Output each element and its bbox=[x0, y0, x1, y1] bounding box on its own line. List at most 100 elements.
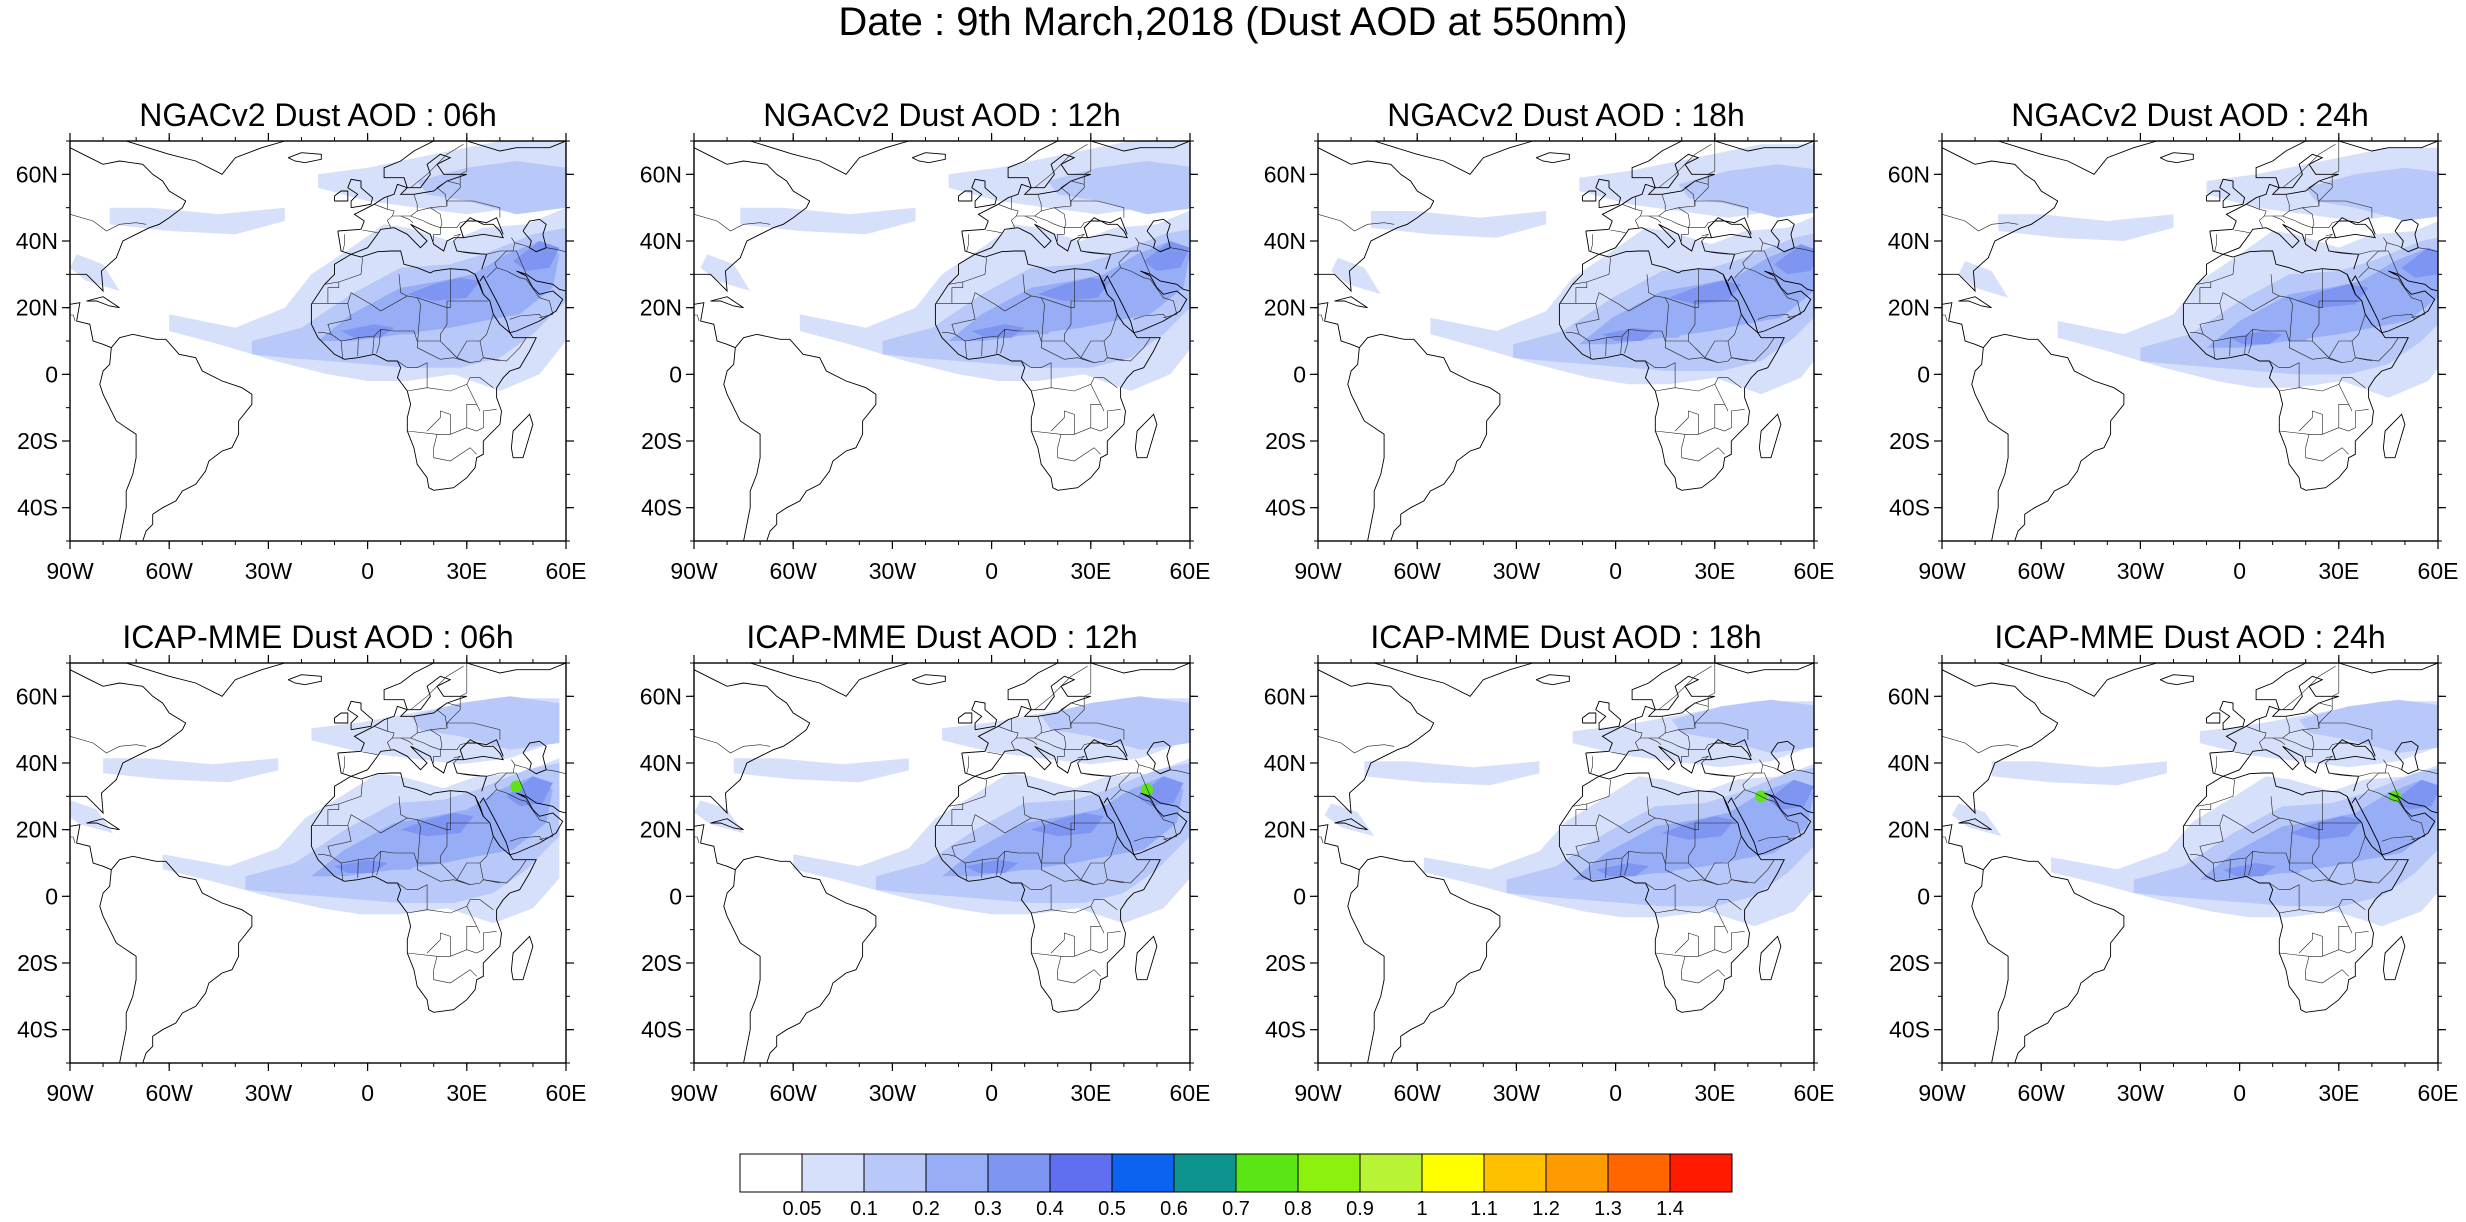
coast-caspian bbox=[1146, 218, 1171, 253]
dust-plume-core bbox=[1143, 241, 1190, 271]
border-africa-2 bbox=[338, 257, 363, 283]
dust-plume-core bbox=[2401, 247, 2438, 278]
dust-hotspot bbox=[1141, 783, 1154, 796]
dust-plume-core bbox=[1031, 813, 1104, 837]
border-west-africa-19 bbox=[2212, 340, 2216, 360]
coast-gulf-east bbox=[2398, 795, 2438, 814]
coast-south-america-west bbox=[1971, 869, 2009, 1063]
border-iran-38 bbox=[2418, 247, 2438, 253]
border-west-africa-19 bbox=[964, 862, 968, 882]
dust-aod-map: 60N 40N 20N 0 20S 40S 90W 60W 30W 0 30E 60E bbox=[640, 655, 1210, 1106]
colorbar-label: 1 bbox=[1416, 1198, 1427, 1220]
border-africa-9 bbox=[1727, 859, 1775, 884]
border-europe-26 bbox=[998, 726, 1019, 750]
coast-arabia bbox=[1103, 792, 1188, 856]
border-europe-31 bbox=[1037, 194, 1042, 211]
border-turkey-36 bbox=[1701, 755, 1764, 777]
colorbar-label: 1.3 bbox=[1594, 1198, 1622, 1220]
coast-central-america bbox=[694, 302, 736, 349]
coast-iceland bbox=[1536, 152, 1570, 164]
border-west-africa-20 bbox=[1566, 854, 1580, 857]
dust-plume-core bbox=[971, 324, 1025, 338]
border-us-canada bbox=[70, 214, 147, 232]
lon-tick-label: 60E bbox=[1794, 1080, 1835, 1106]
coast-gulf-east bbox=[526, 795, 566, 814]
coast-iceland bbox=[912, 674, 946, 686]
coast-south-america-west bbox=[99, 869, 137, 1063]
border-africa-12 bbox=[2279, 931, 2369, 957]
dust-plume-mid bbox=[1671, 699, 1814, 753]
border-us-canada bbox=[694, 736, 771, 754]
border-europe-25 bbox=[342, 234, 345, 252]
dust-plume-mid bbox=[1678, 164, 1814, 218]
border-africa-7 bbox=[2288, 297, 2343, 363]
colorbar-swatch bbox=[1607, 1153, 1671, 1193]
lat-tick-label: 40S bbox=[17, 495, 58, 521]
coast-central-america bbox=[70, 824, 112, 871]
border-west-africa-17 bbox=[996, 857, 999, 876]
coast-black-sea bbox=[1707, 217, 1752, 235]
lon-tick-label: 0 bbox=[985, 558, 998, 584]
dust-plume-light bbox=[694, 800, 744, 834]
coast-caspian bbox=[1770, 218, 1795, 253]
dust-plume-light bbox=[1331, 257, 1381, 295]
border-europe-33 bbox=[436, 180, 461, 207]
border-africa-12 bbox=[1031, 931, 1121, 957]
border-europe-25 bbox=[966, 234, 969, 252]
border-africa-14 bbox=[1674, 932, 1699, 957]
border-europe-35 bbox=[1658, 144, 1712, 188]
lon-tick-label: 30E bbox=[2318, 1080, 2359, 1106]
border-west-africa-19 bbox=[1588, 340, 1592, 360]
coast-africa bbox=[934, 250, 1161, 491]
dust-plume-light bbox=[1998, 214, 2174, 241]
coast-gulf-east bbox=[2398, 273, 2438, 292]
border-west-africa-20 bbox=[942, 854, 956, 857]
colorbar: 0.05 0.1 0.2 0.3 0.4 0.5 0.6 0.7 0.8 0.9 1 1.1 1.2 1.… bbox=[739, 1153, 1733, 1220]
lat-tick-label: 40N bbox=[1888, 228, 1930, 254]
lon-tick-label: 90W bbox=[670, 558, 718, 584]
lat-tick-label: 0 bbox=[1917, 361, 1930, 387]
border-west-africa-20 bbox=[318, 854, 332, 857]
border-turkey-36 bbox=[453, 755, 516, 777]
dust-aod-map: 60N 40N 20N 0 20S 40S 90W 60W 30W 0 30E 60E bbox=[640, 133, 1210, 584]
dust-aod-map: 60N 40N 20N 0 20S 40S 90W 60W 30W 0 30E 60E bbox=[1888, 133, 2458, 584]
border-africa-15 bbox=[466, 906, 481, 950]
coast-iceland bbox=[912, 152, 946, 164]
coast-arabia bbox=[479, 270, 564, 334]
lat-tick-label: 40N bbox=[16, 750, 58, 776]
border-africa-4 bbox=[971, 814, 1113, 834]
border-iran-38 bbox=[546, 247, 566, 253]
dust-plume-core bbox=[1595, 863, 1649, 877]
coast-black-sea bbox=[1083, 739, 1128, 757]
border-europe-33 bbox=[436, 702, 461, 729]
border-africa-5 bbox=[1646, 274, 1656, 297]
coast-north-america bbox=[694, 663, 811, 815]
border-arabia-21 bbox=[1110, 267, 1178, 318]
border-europe-32 bbox=[2302, 729, 2339, 750]
lon-tick-label: 30E bbox=[446, 558, 487, 584]
lat-tick-label: 40S bbox=[1265, 495, 1306, 521]
colorbar-swatch bbox=[1235, 1153, 1299, 1193]
border-europe-24 bbox=[362, 229, 378, 233]
coast-britain bbox=[971, 700, 998, 731]
border-arabia-21 bbox=[1110, 789, 1178, 840]
border-europe-24 bbox=[362, 751, 378, 755]
border-africa-2 bbox=[2210, 257, 2235, 283]
lon-tick-label: 30W bbox=[2117, 558, 2165, 584]
border-us-canada bbox=[1318, 736, 1395, 754]
coast-greenland bbox=[126, 663, 286, 697]
border-arabia-21 bbox=[2358, 267, 2426, 318]
border-africa-14 bbox=[1050, 410, 1075, 435]
coast-south-america bbox=[110, 333, 253, 541]
panel-title: NGACv2 Dust AOD : 06h bbox=[139, 97, 497, 133]
dust-plume-core bbox=[2223, 863, 2276, 877]
border-africa-5 bbox=[398, 796, 408, 819]
border-africa-2 bbox=[1586, 779, 1611, 805]
dust-plume-light bbox=[109, 207, 285, 235]
border-europe-31 bbox=[413, 716, 418, 733]
map-panel: ICAP-MME Dust AOD : 18h 60N 40N 20N 0 20S 40S 9… bbox=[1248, 613, 1838, 1106]
coast-caspian bbox=[522, 218, 547, 253]
coast-north-america bbox=[1318, 141, 1435, 293]
border-africa-10 bbox=[1645, 360, 1676, 392]
border-arabia-21 bbox=[486, 789, 554, 840]
